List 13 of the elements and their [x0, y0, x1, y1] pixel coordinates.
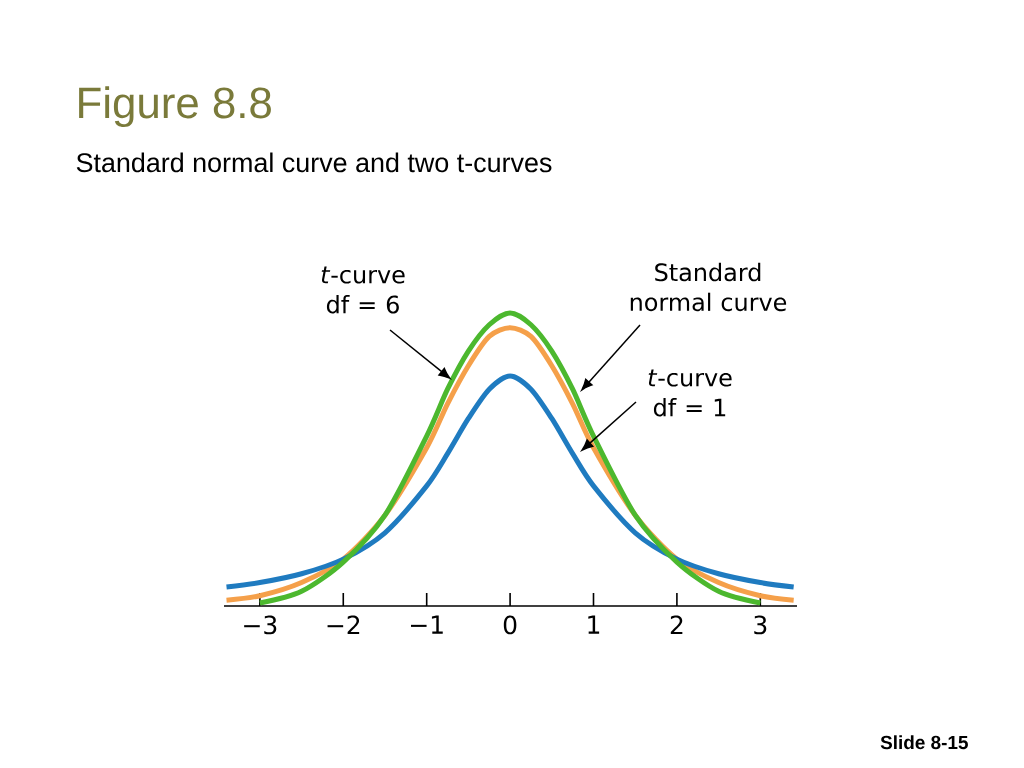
x-tick-label: −3 [244, 615, 277, 635]
x-tick-label: −2 [327, 615, 360, 635]
x-tick-label: 0 [503, 615, 517, 635]
x-tick-label: 1 [588, 615, 600, 634]
x-tick-label: 2 [670, 615, 683, 635]
x-tick-label: 3 [754, 615, 767, 635]
annotation: t-curve df = 1 [648, 369, 732, 417]
text: Standard normal curve [630, 262, 787, 312]
chart-subtitle: Standard normal curve and two t-curves [76, 152, 552, 173]
annotation: t-curve df = 6 [321, 266, 405, 314]
x-tick-label: −1 [410, 615, 443, 634]
chart-title: Figure 8.8 [79, 86, 271, 128]
text: Slide 8-15 [880, 735, 968, 750]
